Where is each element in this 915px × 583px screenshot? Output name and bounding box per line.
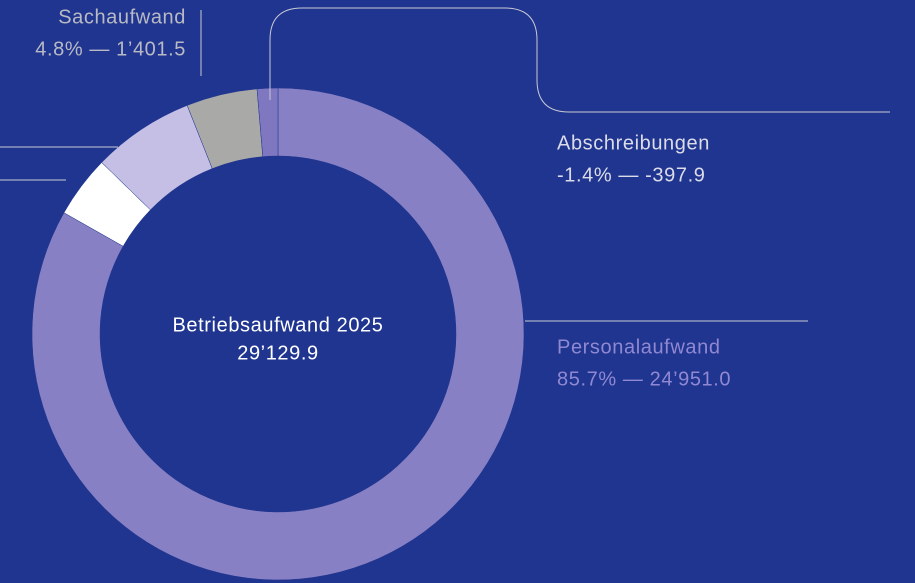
slice — [256, 87, 279, 157]
slice — [31, 87, 525, 581]
slice-value-label: -1.4% — -397.9 — [557, 164, 705, 186]
slice-label: Abschreibungen — [557, 132, 710, 154]
center-label: Betriebsaufwand 2025 — [172, 314, 383, 336]
slice-label: Sachaufwand — [58, 6, 186, 28]
center-total: 29’129.9 — [237, 342, 319, 364]
leader-line — [269, 7, 890, 113]
slices — [31, 87, 525, 581]
slice-label: Personalaufwand — [557, 336, 721, 358]
slice-value-label: 85.7% — 24’951.0 — [557, 368, 731, 390]
slice-value-label: 4.8% — 1’401.5 — [35, 38, 186, 60]
